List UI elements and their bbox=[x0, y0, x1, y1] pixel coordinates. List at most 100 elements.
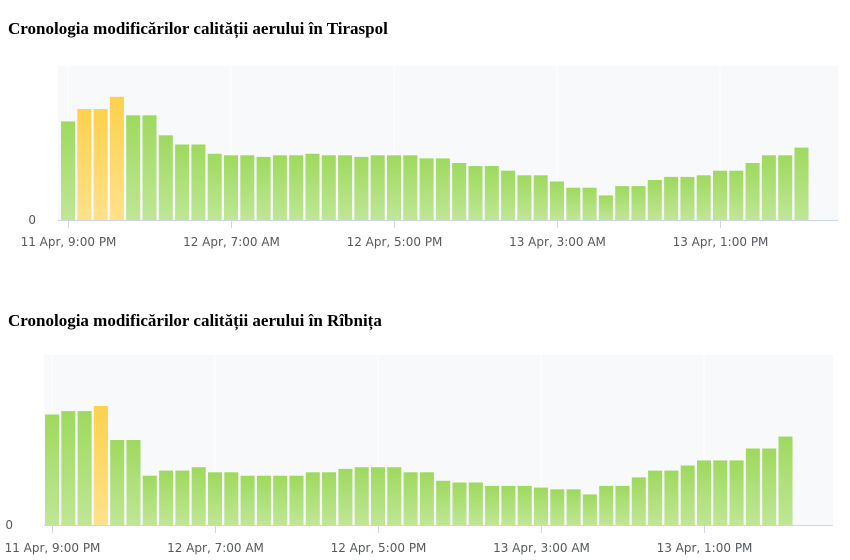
bar[interactable] bbox=[778, 436, 793, 525]
bar[interactable] bbox=[77, 109, 92, 220]
bar[interactable] bbox=[126, 440, 141, 525]
bar[interactable] bbox=[403, 155, 418, 220]
bar[interactable] bbox=[550, 181, 564, 221]
x-tick-label: 11 Apr, 9:00 PM bbox=[5, 541, 101, 555]
bar[interactable] bbox=[598, 195, 613, 220]
bar[interactable] bbox=[207, 153, 222, 220]
bar[interactable] bbox=[761, 155, 776, 220]
bar[interactable] bbox=[370, 155, 385, 220]
bar[interactable] bbox=[485, 485, 500, 525]
bar[interactable] bbox=[501, 485, 516, 525]
bar[interactable] bbox=[566, 489, 581, 525]
bar[interactable] bbox=[240, 155, 255, 220]
bar[interactable] bbox=[599, 485, 614, 525]
bar[interactable] bbox=[77, 411, 92, 525]
bar[interactable] bbox=[452, 163, 467, 220]
x-tick-label: 13 Apr, 3:00 AM bbox=[493, 541, 590, 555]
bar[interactable] bbox=[158, 135, 173, 220]
bar[interactable] bbox=[713, 460, 728, 525]
bar[interactable] bbox=[468, 166, 483, 220]
bar[interactable] bbox=[680, 465, 695, 526]
bar[interactable] bbox=[778, 155, 793, 220]
bar[interactable] bbox=[517, 485, 532, 525]
bar[interactable] bbox=[647, 180, 662, 220]
bar[interactable] bbox=[452, 482, 467, 526]
bar[interactable] bbox=[256, 156, 271, 220]
bar[interactable] bbox=[321, 155, 336, 220]
bar[interactable] bbox=[338, 155, 353, 220]
bar[interactable] bbox=[322, 472, 337, 525]
bar[interactable] bbox=[664, 470, 679, 525]
bar[interactable] bbox=[354, 467, 369, 525]
bar[interactable] bbox=[582, 494, 597, 525]
bar[interactable] bbox=[354, 156, 369, 220]
bar[interactable] bbox=[272, 155, 287, 220]
bar[interactable] bbox=[110, 440, 125, 525]
bar[interactable] bbox=[387, 155, 401, 220]
bar[interactable] bbox=[762, 448, 777, 526]
bar[interactable] bbox=[289, 475, 304, 525]
chart-title: Cronologia modificărilor calității aerul… bbox=[8, 19, 388, 38]
bar[interactable] bbox=[713, 170, 727, 220]
bar[interactable] bbox=[468, 482, 483, 526]
bar[interactable] bbox=[533, 175, 548, 220]
bar[interactable] bbox=[648, 470, 663, 525]
bar[interactable] bbox=[371, 467, 385, 525]
chart-section-tiraspol: Cronologia modificărilor calității aerul… bbox=[8, 19, 838, 249]
bar[interactable] bbox=[696, 175, 711, 220]
bar[interactable] bbox=[501, 170, 516, 220]
bar[interactable] bbox=[224, 472, 239, 525]
bar[interactable] bbox=[159, 470, 174, 525]
bar[interactable] bbox=[175, 144, 190, 221]
bar[interactable] bbox=[61, 411, 76, 525]
bar[interactable] bbox=[142, 475, 157, 525]
bar[interactable] bbox=[419, 472, 434, 525]
bar[interactable] bbox=[484, 166, 499, 220]
bar[interactable] bbox=[566, 187, 581, 220]
bar[interactable] bbox=[436, 480, 451, 525]
bar[interactable] bbox=[273, 475, 288, 525]
bar[interactable] bbox=[45, 414, 59, 526]
bar[interactable] bbox=[93, 406, 108, 525]
bar[interactable] bbox=[550, 489, 565, 525]
bar[interactable] bbox=[191, 144, 206, 221]
bar[interactable] bbox=[142, 115, 157, 220]
bar[interactable] bbox=[631, 186, 646, 220]
bar[interactable] bbox=[305, 472, 320, 525]
bar[interactable] bbox=[697, 460, 711, 525]
y-tick-label: 0 bbox=[28, 213, 36, 227]
x-tick-label: 13 Apr, 1:00 PM bbox=[657, 541, 753, 555]
bar[interactable] bbox=[794, 147, 809, 220]
bar[interactable] bbox=[419, 158, 434, 220]
y-tick-label: 0 bbox=[5, 518, 13, 532]
bar[interactable] bbox=[680, 176, 695, 220]
bar[interactable] bbox=[175, 470, 190, 525]
bar[interactable] bbox=[745, 448, 760, 526]
bar[interactable] bbox=[729, 170, 744, 220]
x-tick-label: 13 Apr, 3:00 AM bbox=[509, 235, 606, 249]
bar[interactable] bbox=[61, 121, 75, 220]
bar[interactable] bbox=[305, 153, 320, 220]
bar[interactable] bbox=[109, 96, 124, 220]
bar[interactable] bbox=[387, 467, 402, 525]
bar[interactable] bbox=[745, 163, 760, 220]
bar[interactable] bbox=[289, 155, 304, 220]
bar[interactable] bbox=[582, 187, 597, 220]
bar[interactable] bbox=[240, 475, 255, 525]
bar[interactable] bbox=[191, 467, 206, 525]
bar[interactable] bbox=[435, 158, 450, 220]
bar[interactable] bbox=[338, 468, 353, 525]
bar[interactable] bbox=[517, 175, 532, 220]
bar[interactable] bbox=[534, 487, 548, 525]
bar[interactable] bbox=[615, 186, 630, 220]
bar[interactable] bbox=[615, 485, 630, 525]
bar[interactable] bbox=[256, 475, 271, 525]
bar[interactable] bbox=[126, 115, 141, 220]
bar[interactable] bbox=[729, 460, 744, 525]
bar[interactable] bbox=[664, 176, 679, 220]
bar[interactable] bbox=[208, 472, 222, 525]
bar[interactable] bbox=[403, 472, 418, 525]
bar[interactable] bbox=[93, 109, 108, 220]
bar[interactable] bbox=[224, 155, 238, 220]
bar[interactable] bbox=[631, 477, 646, 525]
